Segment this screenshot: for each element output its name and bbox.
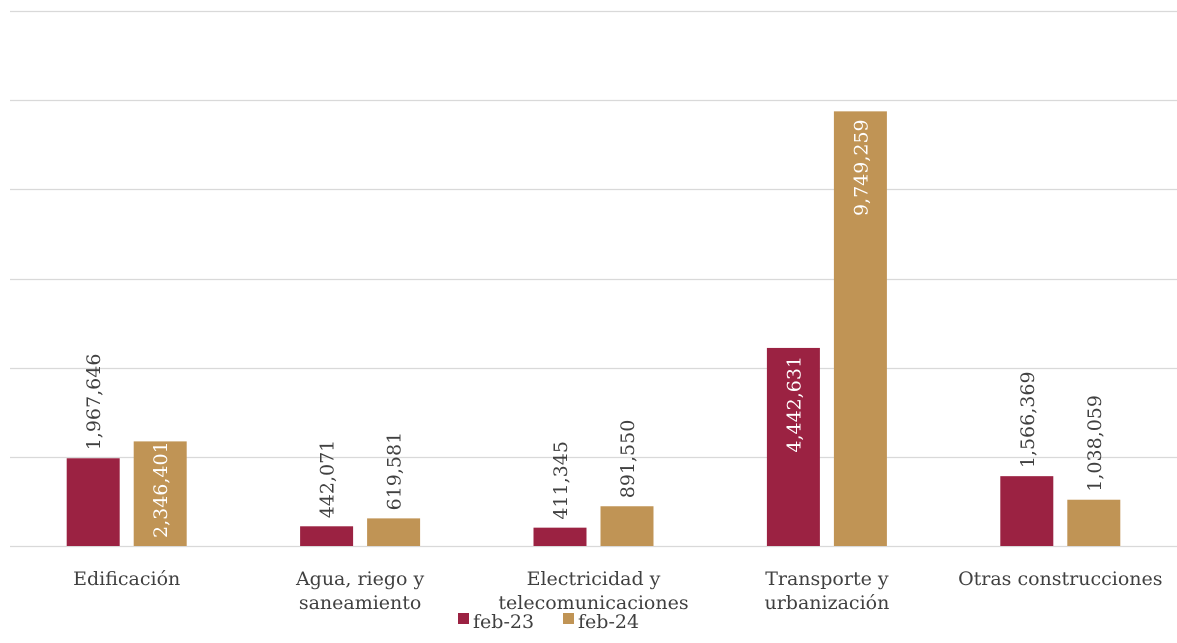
- data-label-feb-24-4: 1,038,059: [1084, 395, 1106, 492]
- bar-feb-23-0: [66, 458, 120, 546]
- data-label-feb-23-3: 4,442,631: [783, 356, 805, 453]
- data-label-feb-23-1: 442,071: [317, 440, 339, 519]
- bar-feb-23-4: [1000, 476, 1054, 546]
- legend-label-feb-23: feb-23: [473, 611, 534, 633]
- bar-feb-23-3: [766, 347, 820, 546]
- bar-feb-24-3: [833, 111, 887, 547]
- category-label-3: Transporte y urbanización: [764, 568, 889, 614]
- category-label-0: Edificación: [73, 568, 180, 590]
- bar-feb-23-2: [533, 527, 587, 546]
- legend-swatch-feb-24: [563, 613, 574, 624]
- bar-feb-24-0: [133, 441, 187, 546]
- data-labels: 1,967,646 2,346,401 442,071 619,581 411,345 8…: [83, 119, 1106, 538]
- category-label-1: Agua, riego y saneamiento: [295, 568, 425, 614]
- legend: feb-23 feb-24: [458, 611, 639, 633]
- category-axis-labels: Edificación Agua, riego y saneamiento Elect…: [73, 568, 1162, 614]
- legend-swatch-feb-23: [458, 613, 469, 624]
- data-label-feb-24-2: 891,550: [617, 420, 639, 499]
- category-label-2: Electricidad y telecomunicaciones: [498, 568, 688, 614]
- data-label-feb-23-4: 1,566,369: [1017, 371, 1039, 468]
- bar-feb-23-1: [300, 526, 354, 546]
- bar-feb-24-1: [367, 518, 421, 546]
- data-label-feb-23-0: 1,967,646: [83, 354, 105, 451]
- data-label-feb-24-3: 9,749,259: [850, 119, 872, 216]
- gridlines: [10, 10, 1177, 548]
- legend-label-feb-24: feb-24: [578, 611, 639, 633]
- data-label-feb-24-1: 619,581: [384, 432, 406, 511]
- data-label-feb-24-0: 2,346,401: [150, 441, 172, 538]
- bar-feb-24-4: [1067, 499, 1121, 546]
- category-label-4: Otras construcciones: [958, 568, 1162, 590]
- data-label-feb-23-2: 411,345: [550, 441, 572, 520]
- bars: [66, 111, 1121, 547]
- bar-feb-24-2: [600, 506, 654, 546]
